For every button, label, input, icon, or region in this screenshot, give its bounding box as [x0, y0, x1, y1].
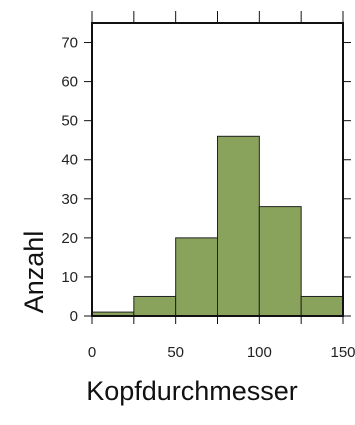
y-axis-title: Anzahl	[19, 231, 49, 314]
y-tick-label-50: 50	[61, 113, 78, 130]
x-tick-label-150: 150	[330, 344, 355, 361]
x-tick-label-50: 50	[167, 344, 184, 361]
y-tick-label-0: 0	[70, 308, 78, 325]
y-tick-label-70: 70	[61, 35, 78, 52]
x-tick-label-0: 0	[88, 344, 96, 361]
histogram-bar-5	[300, 295, 344, 317]
y-tick-label-60: 60	[61, 74, 78, 91]
bars-group	[91, 135, 344, 317]
histogram-bar-2	[175, 237, 219, 317]
histogram-bar-3	[217, 135, 260, 317]
histogram-bar-1	[133, 295, 177, 317]
x-axis-title: Kopfdurchmesser	[86, 376, 298, 406]
y-tick-label-20: 20	[61, 230, 78, 247]
y-tick-label-10: 10	[61, 269, 78, 286]
y-tick-label-30: 30	[61, 191, 78, 208]
ticks-group: 0 10 20 30 40 50 60 70 0 50 100 150	[61, 11, 355, 361]
y-tick-label-40: 40	[61, 152, 78, 169]
x-tick-label-100: 100	[247, 344, 272, 361]
histogram-bar-4	[258, 206, 302, 317]
